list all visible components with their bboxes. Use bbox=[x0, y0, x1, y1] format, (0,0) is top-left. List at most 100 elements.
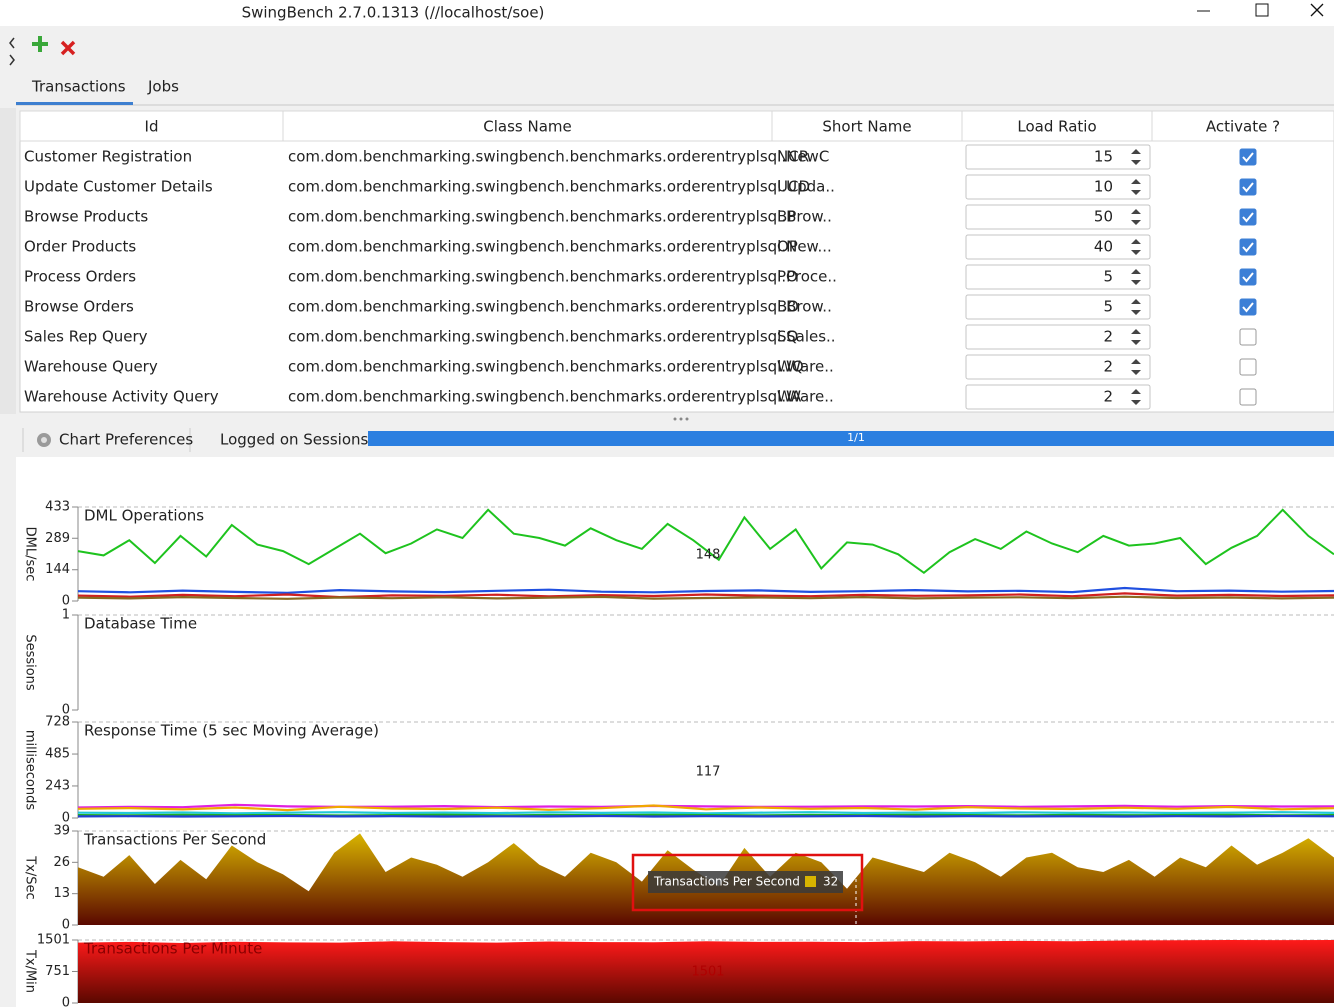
line-series bbox=[77, 508, 1334, 575]
short-name-cell: SQ bbox=[777, 328, 798, 346]
chart-title: Database Time bbox=[84, 615, 197, 633]
line-series bbox=[77, 595, 1334, 600]
line-series bbox=[77, 811, 1334, 815]
load-ratio-spinner[interactable] bbox=[965, 144, 1151, 170]
activate-checkbox[interactable] bbox=[1239, 178, 1257, 196]
activate-checkbox[interactable] bbox=[1239, 238, 1257, 256]
class-name-cell: com.dom.benchmarking.swingbench.benchmar… bbox=[288, 178, 835, 196]
close-button[interactable] bbox=[1310, 3, 1324, 17]
class-name-cell: com.dom.benchmarking.swingbench.benchmar… bbox=[288, 298, 832, 316]
chart-preferences-button[interactable]: Chart Preferences bbox=[59, 431, 193, 449]
y-tick-label: 728 bbox=[45, 715, 70, 730]
activate-checkbox[interactable] bbox=[1239, 268, 1257, 286]
spinner-arrows[interactable] bbox=[1131, 299, 1141, 315]
load-ratio-value[interactable]: 2 bbox=[1103, 358, 1113, 376]
load-ratio-value[interactable]: 2 bbox=[1103, 388, 1113, 406]
load-ratio-spinner[interactable] bbox=[965, 174, 1151, 200]
id-cell: Sales Rep Query bbox=[24, 328, 148, 346]
y-axis-label: milliseconds bbox=[23, 730, 38, 810]
title-bar bbox=[0, 0, 1334, 26]
column-header[interactable]: Id bbox=[145, 118, 159, 136]
load-ratio-spinner[interactable] bbox=[965, 354, 1151, 380]
short-name-cell: WQ bbox=[777, 358, 804, 376]
tab[interactable]: Jobs bbox=[147, 78, 179, 96]
activate-checkbox[interactable] bbox=[1239, 358, 1257, 376]
maximize-button[interactable] bbox=[1255, 3, 1269, 17]
area bbox=[78, 940, 1334, 1003]
load-ratio-value[interactable]: 15 bbox=[1094, 148, 1113, 166]
load-ratio-value[interactable]: 5 bbox=[1103, 268, 1113, 286]
short-name-cell: NCR bbox=[777, 148, 809, 166]
activate-checkbox[interactable] bbox=[1239, 148, 1257, 166]
id-cell: Warehouse Activity Query bbox=[24, 388, 219, 406]
check-mark bbox=[1242, 272, 1254, 283]
activate-checkbox[interactable] bbox=[1239, 298, 1257, 316]
y-tick-label: 485 bbox=[45, 747, 70, 762]
header-cell bbox=[961, 110, 1153, 142]
spinner-arrows[interactable] bbox=[1131, 149, 1141, 165]
spinner-arrows[interactable] bbox=[1131, 389, 1141, 405]
y-tick-label: 243 bbox=[45, 778, 70, 793]
load-ratio-spinner[interactable] bbox=[965, 264, 1151, 290]
class-name-cell: com.dom.benchmarking.swingbench.benchmar… bbox=[288, 268, 837, 286]
activate-checkbox[interactable] bbox=[1239, 328, 1257, 346]
column-header[interactable]: Short Name bbox=[822, 118, 911, 136]
activate-checkbox[interactable] bbox=[1239, 388, 1257, 406]
splitter-dot[interactable] bbox=[673, 417, 677, 421]
column-header[interactable]: Load Ratio bbox=[1017, 118, 1096, 136]
spinner-arrows[interactable] bbox=[1131, 359, 1141, 375]
y-axis-label: Sessions bbox=[23, 634, 38, 691]
line-series bbox=[77, 814, 1334, 818]
id-cell: Browse Orders bbox=[24, 298, 134, 316]
y-axis-label: DML/sec bbox=[23, 527, 38, 582]
header-cell bbox=[771, 110, 963, 142]
tab[interactable]: Transactions bbox=[31, 78, 126, 96]
spinner-arrows[interactable] bbox=[1131, 329, 1141, 345]
splitter-dot[interactable] bbox=[685, 417, 689, 421]
current-value: 1501 bbox=[691, 965, 724, 980]
y-tick-label: 1501 bbox=[37, 933, 70, 948]
load-ratio-value[interactable]: 50 bbox=[1094, 208, 1113, 226]
class-name-cell: com.dom.benchmarking.swingbench.benchmar… bbox=[288, 388, 834, 406]
load-ratio-spinner[interactable] bbox=[965, 234, 1151, 260]
y-axis-label: Tx/Min bbox=[23, 949, 38, 993]
tooltip-label: Transactions Per Second bbox=[653, 875, 800, 889]
collapse-arrows[interactable] bbox=[9, 37, 15, 66]
activate-checkbox[interactable] bbox=[1239, 208, 1257, 226]
short-name-cell: WA bbox=[777, 388, 802, 406]
check-mark bbox=[1242, 152, 1254, 163]
short-name-cell: PO bbox=[777, 268, 798, 286]
spinner-arrows[interactable] bbox=[1131, 179, 1141, 195]
side-panel bbox=[0, 108, 16, 414]
column-header[interactable]: Activate ? bbox=[1206, 118, 1280, 136]
spinner-arrows[interactable] bbox=[1131, 209, 1141, 225]
spinner-arrows[interactable] bbox=[1131, 239, 1141, 255]
load-ratio-value[interactable]: 40 bbox=[1094, 238, 1113, 256]
short-name-cell: OP bbox=[777, 238, 798, 256]
column-header[interactable]: Class Name bbox=[483, 118, 571, 136]
y-tick-label: 433 bbox=[45, 500, 70, 515]
y-tick-label: 144 bbox=[45, 562, 70, 577]
chart-title: DML Operations bbox=[84, 507, 204, 525]
window-title: SwingBench 2.7.0.1313 (//localhost/soe) bbox=[242, 4, 545, 22]
header-cell bbox=[1151, 110, 1334, 142]
load-ratio-spinner[interactable] bbox=[965, 294, 1151, 320]
add-button[interactable] bbox=[32, 36, 48, 52]
spinner-arrows[interactable] bbox=[1131, 269, 1141, 285]
sessions-progress-bar bbox=[368, 431, 1334, 446]
load-ratio-spinner[interactable] bbox=[965, 384, 1151, 410]
class-name-cell: com.dom.benchmarking.swingbench.benchmar… bbox=[288, 208, 832, 226]
load-ratio-spinner[interactable] bbox=[965, 324, 1151, 350]
gear-icon-hole bbox=[41, 437, 47, 443]
splitter-dot[interactable] bbox=[679, 417, 683, 421]
y-tick-label: 1 bbox=[62, 608, 70, 623]
y-tick-label: 289 bbox=[45, 531, 70, 546]
load-ratio-value[interactable]: 10 bbox=[1094, 178, 1113, 196]
class-name-cell: com.dom.benchmarking.swingbench.benchmar… bbox=[288, 238, 832, 256]
load-ratio-spinner[interactable] bbox=[965, 204, 1151, 230]
load-ratio-value[interactable]: 2 bbox=[1103, 328, 1113, 346]
remove-button[interactable] bbox=[60, 40, 76, 56]
load-ratio-value[interactable]: 5 bbox=[1103, 298, 1113, 316]
check-mark bbox=[1242, 302, 1254, 313]
